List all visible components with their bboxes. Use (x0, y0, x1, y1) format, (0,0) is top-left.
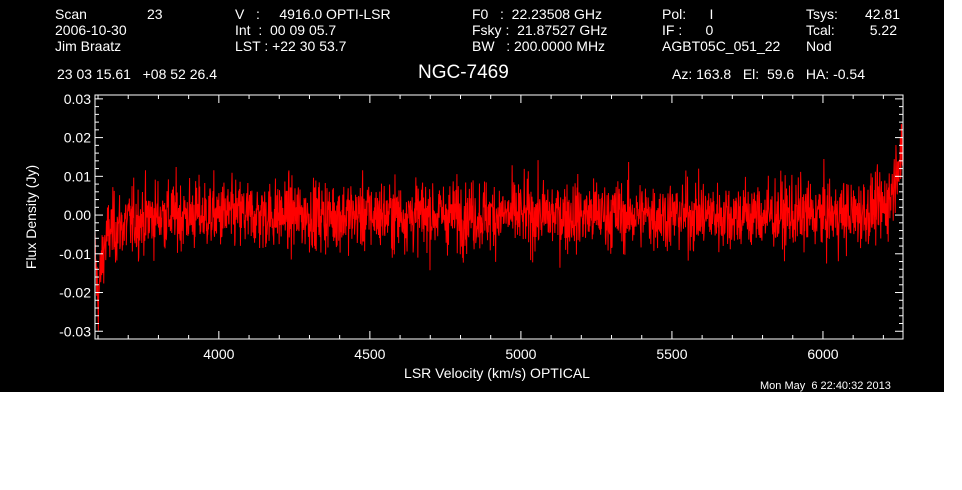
spectrum-plot: 4000 4500 5000 5500 6000 -0.03 -0.02 -0.01 0.00… (23, 91, 904, 381)
if-number: IF : 0 (662, 22, 714, 38)
tsys-label: Tsys: (806, 6, 838, 22)
y-axis-ticks: -0.03 -0.02 -0.01 0.00 0.01 0.02 0.03 (59, 91, 903, 339)
observer-name: Jim Braatz (55, 38, 122, 54)
y-axis-label: Flux Density (Jy) (23, 165, 39, 269)
x-tick-label: 5500 (656, 346, 687, 362)
plot-timestamp: Mon May 6 22:40:32 2013 (760, 380, 891, 392)
y-tick-label: 0.03 (64, 91, 91, 107)
integration-time: Int : 00 09 05.7 (235, 22, 337, 38)
y-tick-label: 0.02 (64, 130, 91, 146)
sky-frequency: Fsky : 21.87527 GHz (472, 22, 608, 38)
switching-mode: Nod (806, 38, 832, 54)
y-tick-label: 0.01 (64, 168, 91, 184)
plot-frame (94, 94, 904, 340)
tcal-value: 5.22 (869, 22, 897, 38)
source-name: NGC-7469 (418, 62, 509, 83)
x-axis-ticks: 4000 4500 5000 5500 6000 (97, 95, 884, 362)
spectrum-panel: Scan 23 2006-10-30 Jim Braatz V : 4916.0… (0, 0, 944, 392)
x-tick-label: 5000 (505, 346, 536, 362)
x-tick-label: 4500 (354, 346, 385, 362)
spectrum-series-line (94, 123, 904, 331)
spectrum-trace-layer (94, 123, 904, 331)
tcal-label: Tcal: (806, 22, 835, 38)
scan-label: Scan (55, 6, 87, 22)
y-tick-label: 0.00 (64, 207, 91, 223)
x-tick-label: 4000 (203, 346, 234, 362)
polarization: Pol: I (662, 6, 714, 22)
observation-date: 2006-10-30 (55, 22, 127, 38)
source-coordinates: 23 03 15.61 +08 52 26.4 (57, 66, 217, 82)
az-el-ha: Az: 163.8 El: 59.6 HA: -0.54 (672, 66, 865, 82)
velocity-info: V : 4916.0 OPTI-LSR (235, 6, 391, 22)
y-tick-label: -0.02 (59, 285, 91, 301)
project-id: AGBT05C_051_22 (662, 38, 781, 54)
x-tick-label: 6000 (807, 346, 838, 362)
y-tick-label: -0.03 (59, 323, 91, 339)
scan-number: 23 (147, 6, 163, 22)
rest-frequency: F0 : 22.23508 GHz (472, 6, 602, 22)
bandwidth: BW : 200.0000 MHz (472, 38, 606, 54)
lst-info: LST : +22 30 53.7 (235, 38, 347, 54)
tsys-value: 42.81 (864, 6, 900, 22)
y-tick-label: -0.01 (59, 246, 91, 262)
x-axis-label: LSR Velocity (km/s) OPTICAL (404, 365, 590, 381)
